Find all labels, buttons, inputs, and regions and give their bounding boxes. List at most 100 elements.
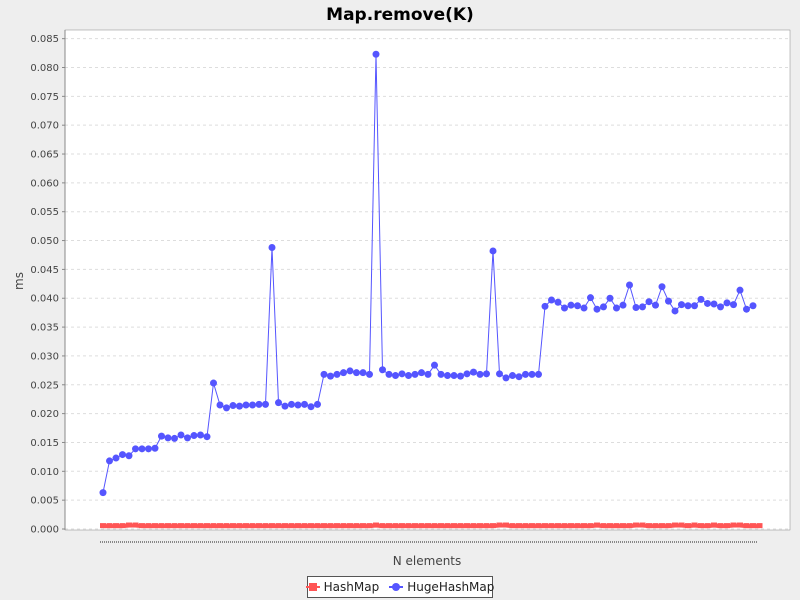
hashmap-point bbox=[223, 523, 230, 529]
hashmap-point bbox=[165, 523, 171, 529]
hashmap-point bbox=[483, 523, 490, 529]
hashmap-point bbox=[555, 523, 561, 529]
hashmap-point bbox=[639, 522, 646, 528]
hashmap-point bbox=[230, 523, 236, 529]
hashmap-point bbox=[613, 523, 620, 529]
y-tick-label: 0.010 bbox=[30, 467, 59, 478]
hugehashmap-point bbox=[463, 370, 471, 378]
hugehashmap-point bbox=[236, 402, 243, 410]
hashmap-point bbox=[626, 523, 633, 529]
hashmap-point bbox=[717, 523, 724, 529]
hugehashmap-point bbox=[561, 304, 568, 312]
y-tick-label: 0.035 bbox=[30, 323, 59, 334]
hugehashmap-point bbox=[190, 432, 198, 440]
hashmap-point bbox=[132, 522, 139, 528]
hashmap-point bbox=[568, 523, 574, 529]
hugehashmap-point bbox=[749, 302, 757, 310]
hashmap-point bbox=[620, 523, 626, 529]
hashmap-point bbox=[522, 523, 529, 529]
hugehashmap-point bbox=[424, 370, 432, 378]
hashmap-point bbox=[184, 523, 191, 529]
hashmap-point bbox=[730, 522, 737, 528]
hugehashmap-point bbox=[502, 374, 510, 382]
y-tick-label: 0.045 bbox=[30, 265, 59, 276]
hashmap-point bbox=[412, 523, 418, 529]
hashmap-point bbox=[698, 523, 704, 529]
hashmap-point bbox=[321, 523, 327, 529]
hashmap-point bbox=[477, 523, 483, 529]
hugehashmap-point bbox=[145, 445, 152, 453]
hashmap-point bbox=[275, 523, 282, 529]
hugehashmap-point bbox=[736, 286, 744, 294]
y-tick-label: 0.080 bbox=[30, 63, 59, 74]
hashmap-point bbox=[301, 523, 308, 529]
hashmap-point bbox=[379, 523, 386, 529]
hashmap-point bbox=[665, 523, 672, 529]
hashmap-point bbox=[737, 522, 743, 528]
hashmap-point bbox=[139, 523, 145, 529]
hugehashmap-point bbox=[275, 399, 282, 407]
hugehashmap-point bbox=[379, 366, 386, 374]
hugehashmap-point bbox=[548, 296, 555, 304]
hugehashmap-point bbox=[242, 401, 250, 409]
hashmap-point bbox=[405, 523, 412, 529]
hashmap-point bbox=[743, 523, 750, 529]
y-tick-label: 0.015 bbox=[30, 438, 59, 449]
hugehashmap-point bbox=[353, 369, 360, 377]
hashmap-point bbox=[509, 523, 516, 529]
hashmap-point bbox=[158, 523, 165, 529]
hashmap-point bbox=[659, 523, 665, 529]
hashmap-point bbox=[210, 523, 217, 529]
y-tick-label: 0.040 bbox=[30, 294, 59, 305]
legend: HashMap HugeHashMap bbox=[305, 576, 495, 598]
hashmap-point bbox=[353, 523, 360, 529]
hugehashmap-point bbox=[268, 243, 276, 251]
hugehashmap-point bbox=[697, 295, 705, 303]
hashmap-point bbox=[561, 523, 568, 529]
hugehashmap-point bbox=[132, 445, 139, 453]
grid bbox=[65, 38, 790, 530]
hugehashmap-point bbox=[626, 281, 633, 289]
hugehashmap-point bbox=[327, 372, 334, 380]
hashmap-point bbox=[106, 523, 113, 529]
hugehashmap-point bbox=[587, 294, 594, 302]
hugehashmap-point bbox=[509, 372, 516, 380]
hugehashmap-point bbox=[125, 452, 133, 460]
hugehashmap-point bbox=[476, 370, 484, 378]
hashmap-point bbox=[126, 522, 132, 528]
legend-label-hugehashmap: HugeHashMap bbox=[407, 580, 495, 594]
hugehashmap-point bbox=[684, 302, 692, 310]
hugehashmap-point bbox=[164, 434, 172, 442]
hashmap-point bbox=[145, 523, 152, 529]
hashmap-point bbox=[113, 523, 119, 529]
hugehashmap-point bbox=[223, 404, 230, 412]
hashmap-point bbox=[295, 523, 301, 529]
hugehashmap-point bbox=[619, 301, 627, 309]
hashmap-point bbox=[548, 523, 555, 529]
hugehashmap-point bbox=[281, 402, 289, 410]
hashmap-point bbox=[451, 523, 457, 529]
hugehashmap-point bbox=[600, 303, 607, 311]
hashmap-point bbox=[652, 523, 659, 529]
hashmap-point bbox=[704, 523, 711, 529]
hashmap-point bbox=[535, 523, 542, 529]
chart-title: Map.remove(K) bbox=[326, 5, 474, 25]
hugehashmap-point bbox=[743, 305, 750, 313]
hugehashmap-point bbox=[528, 370, 536, 378]
x-axis-label: N elements bbox=[393, 554, 462, 568]
y-tick-label: 0.000 bbox=[30, 525, 59, 536]
y-tick-label: 0.075 bbox=[30, 92, 59, 103]
hugehashmap-point bbox=[307, 403, 315, 411]
hugehashmap-point bbox=[119, 451, 126, 459]
y-axis-label: ms bbox=[12, 272, 26, 290]
hashmap-point bbox=[373, 522, 379, 528]
hashmap-point bbox=[269, 523, 275, 529]
hashmap-point bbox=[282, 523, 288, 529]
series-hashmap bbox=[100, 522, 763, 529]
hugehashmap-point bbox=[262, 400, 269, 408]
hashmap-point bbox=[529, 523, 535, 529]
hugehashmap-point bbox=[346, 367, 354, 375]
hugehashmap-point bbox=[216, 401, 224, 409]
hashmap-point bbox=[340, 523, 347, 529]
